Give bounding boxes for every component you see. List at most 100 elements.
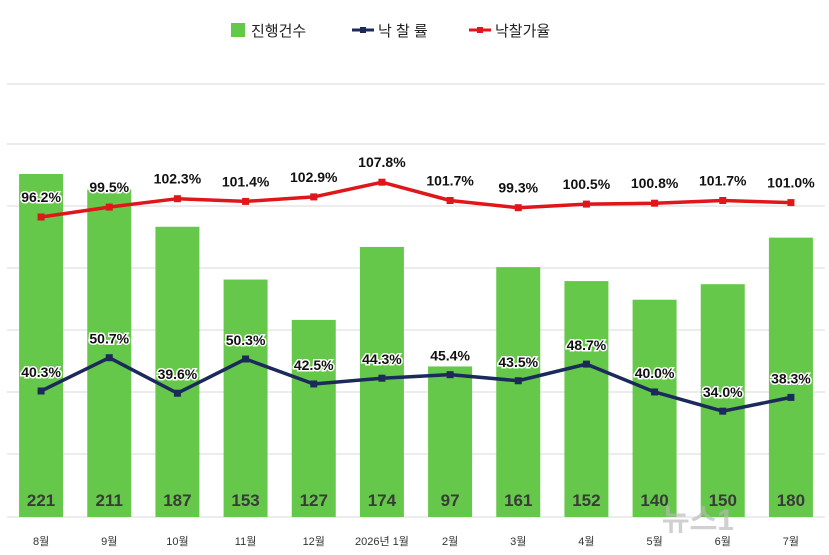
price-rate-marker [787,199,795,207]
x-tick-label: 11월 [235,535,257,548]
x-tick-label: 4월 [578,535,594,548]
price-rate-value-label: 101.7% [426,173,474,189]
bar-value-label: 150 [709,491,737,510]
price-rate-value-label: 99.5% [89,179,129,195]
price-rate-marker [105,203,113,211]
gridlines [7,83,825,518]
x-tick-label: 6월 [715,535,731,548]
price-rate-marker [582,200,590,208]
price-rate-marker [173,195,181,203]
rate-value-label: 45.4% [430,348,470,364]
rate-marker [787,393,795,401]
bar-value-label: 180 [777,491,805,510]
x-tick-label: 2월 [442,535,458,548]
price-rate-value-label: 101.7% [699,173,747,189]
x-tick-label: 9월 [101,535,117,548]
legend: 진행건수 낙 찰 률 낙찰가율 [231,23,550,40]
legend-marker-rate [360,27,366,33]
bar [291,319,336,517]
rate-value-label: 50.7% [89,331,129,347]
price-rate-value-label: 107.8% [358,154,406,170]
x-tick-label: 8월 [33,535,49,548]
bar [632,299,677,517]
bar-value-label: 127 [300,491,328,510]
legend-label-bars: 진행건수 [251,23,306,40]
rate-marker [514,377,522,385]
price-rate-marker [446,197,454,204]
bar [87,189,132,517]
bar-value-label: 153 [231,491,259,510]
price-rate-value-label: 101.4% [222,173,270,189]
price-rate-value-label: 99.3% [498,180,538,196]
bar-value-label: 221 [27,491,55,510]
price-rate-marker [310,193,318,201]
bar [155,226,200,517]
price-rate-value-label: 102.9% [290,169,338,185]
legend-swatch-bars [231,23,245,37]
rate-value-label: 39.6% [158,366,198,382]
price-rate-marker [378,178,386,186]
bar [768,237,813,517]
rate-value-label: 50.3% [226,332,266,348]
price-rate-value-label: 102.3% [154,171,202,187]
rate-marker [651,388,659,396]
rate-value-label: 42.5% [294,357,334,373]
price-rate-value-label: 100.5% [563,176,611,192]
rate-marker [378,374,386,382]
bar-value-label: 161 [504,491,532,510]
bar-value-label: 152 [572,491,600,510]
bar [223,279,268,517]
rate-value-label: 34.0% [703,384,743,400]
x-tick-label: 3월 [510,535,526,548]
data-labels: 221 211 187 153 127 174 97 161 152 140 150 180 40.3%… [20,153,817,510]
bar-value-label: 174 [368,491,397,510]
price-rate-line [40,180,791,219]
price-rate-marker [514,204,522,212]
rate-value-label: 44.3% [362,351,402,367]
rate-marker [105,354,113,362]
legend-label-rate: 낙 찰 률 [378,23,428,40]
bar [428,366,473,517]
legend-label-price-rate: 낙찰가율 [495,23,550,40]
x-tick-label: 10월 [166,535,188,548]
price-rate-marker [719,197,727,204]
x-tick-label: 7월 [783,535,799,548]
bars [19,174,813,518]
bar [564,281,609,517]
rate-marker [242,355,250,363]
rate-value-label: 40.3% [21,364,61,380]
rate-marker [310,380,318,388]
rate-value-label: 43.5% [498,354,538,370]
price-rate-value-label: 100.8% [631,175,679,191]
legend-marker-price-rate [477,27,483,33]
bar-value-label: 140 [640,491,668,510]
rate-marker [582,360,590,368]
lines [37,178,795,415]
price-rate-value-label: 96.2% [21,189,61,205]
rate-value-label: 40.0% [635,365,675,381]
bar [19,174,64,517]
watermark: 뉴스1 [662,504,734,537]
rate-marker [719,407,727,415]
rate-marker [37,387,45,395]
x-tick-label: 5월 [646,535,662,548]
rate-marker [173,389,181,397]
x-tick-label: 12월 [303,535,325,548]
price-rate-value-label: 101.0% [767,175,815,191]
price-rate-marker [37,213,45,221]
rate-marker [446,371,454,379]
rate-value-label: 38.3% [771,370,811,386]
x-axis-ticks: 8월 9월 10월 11월 12월 2026년 1월 2월 3월 4월 5월 6월 7월 [33,535,799,548]
rate-value-label: 48.7% [567,337,607,353]
bar-value-label: 97 [441,491,460,510]
bar-value-label: 187 [163,491,191,510]
bar [496,267,541,517]
price-rate-marker [651,199,659,207]
rate-line [40,355,792,413]
bar [359,246,404,518]
bar-value-label: 211 [96,491,123,510]
bar [700,284,745,517]
x-tick-label: 2026년 1월 [355,535,409,548]
price-rate-marker [242,197,250,205]
